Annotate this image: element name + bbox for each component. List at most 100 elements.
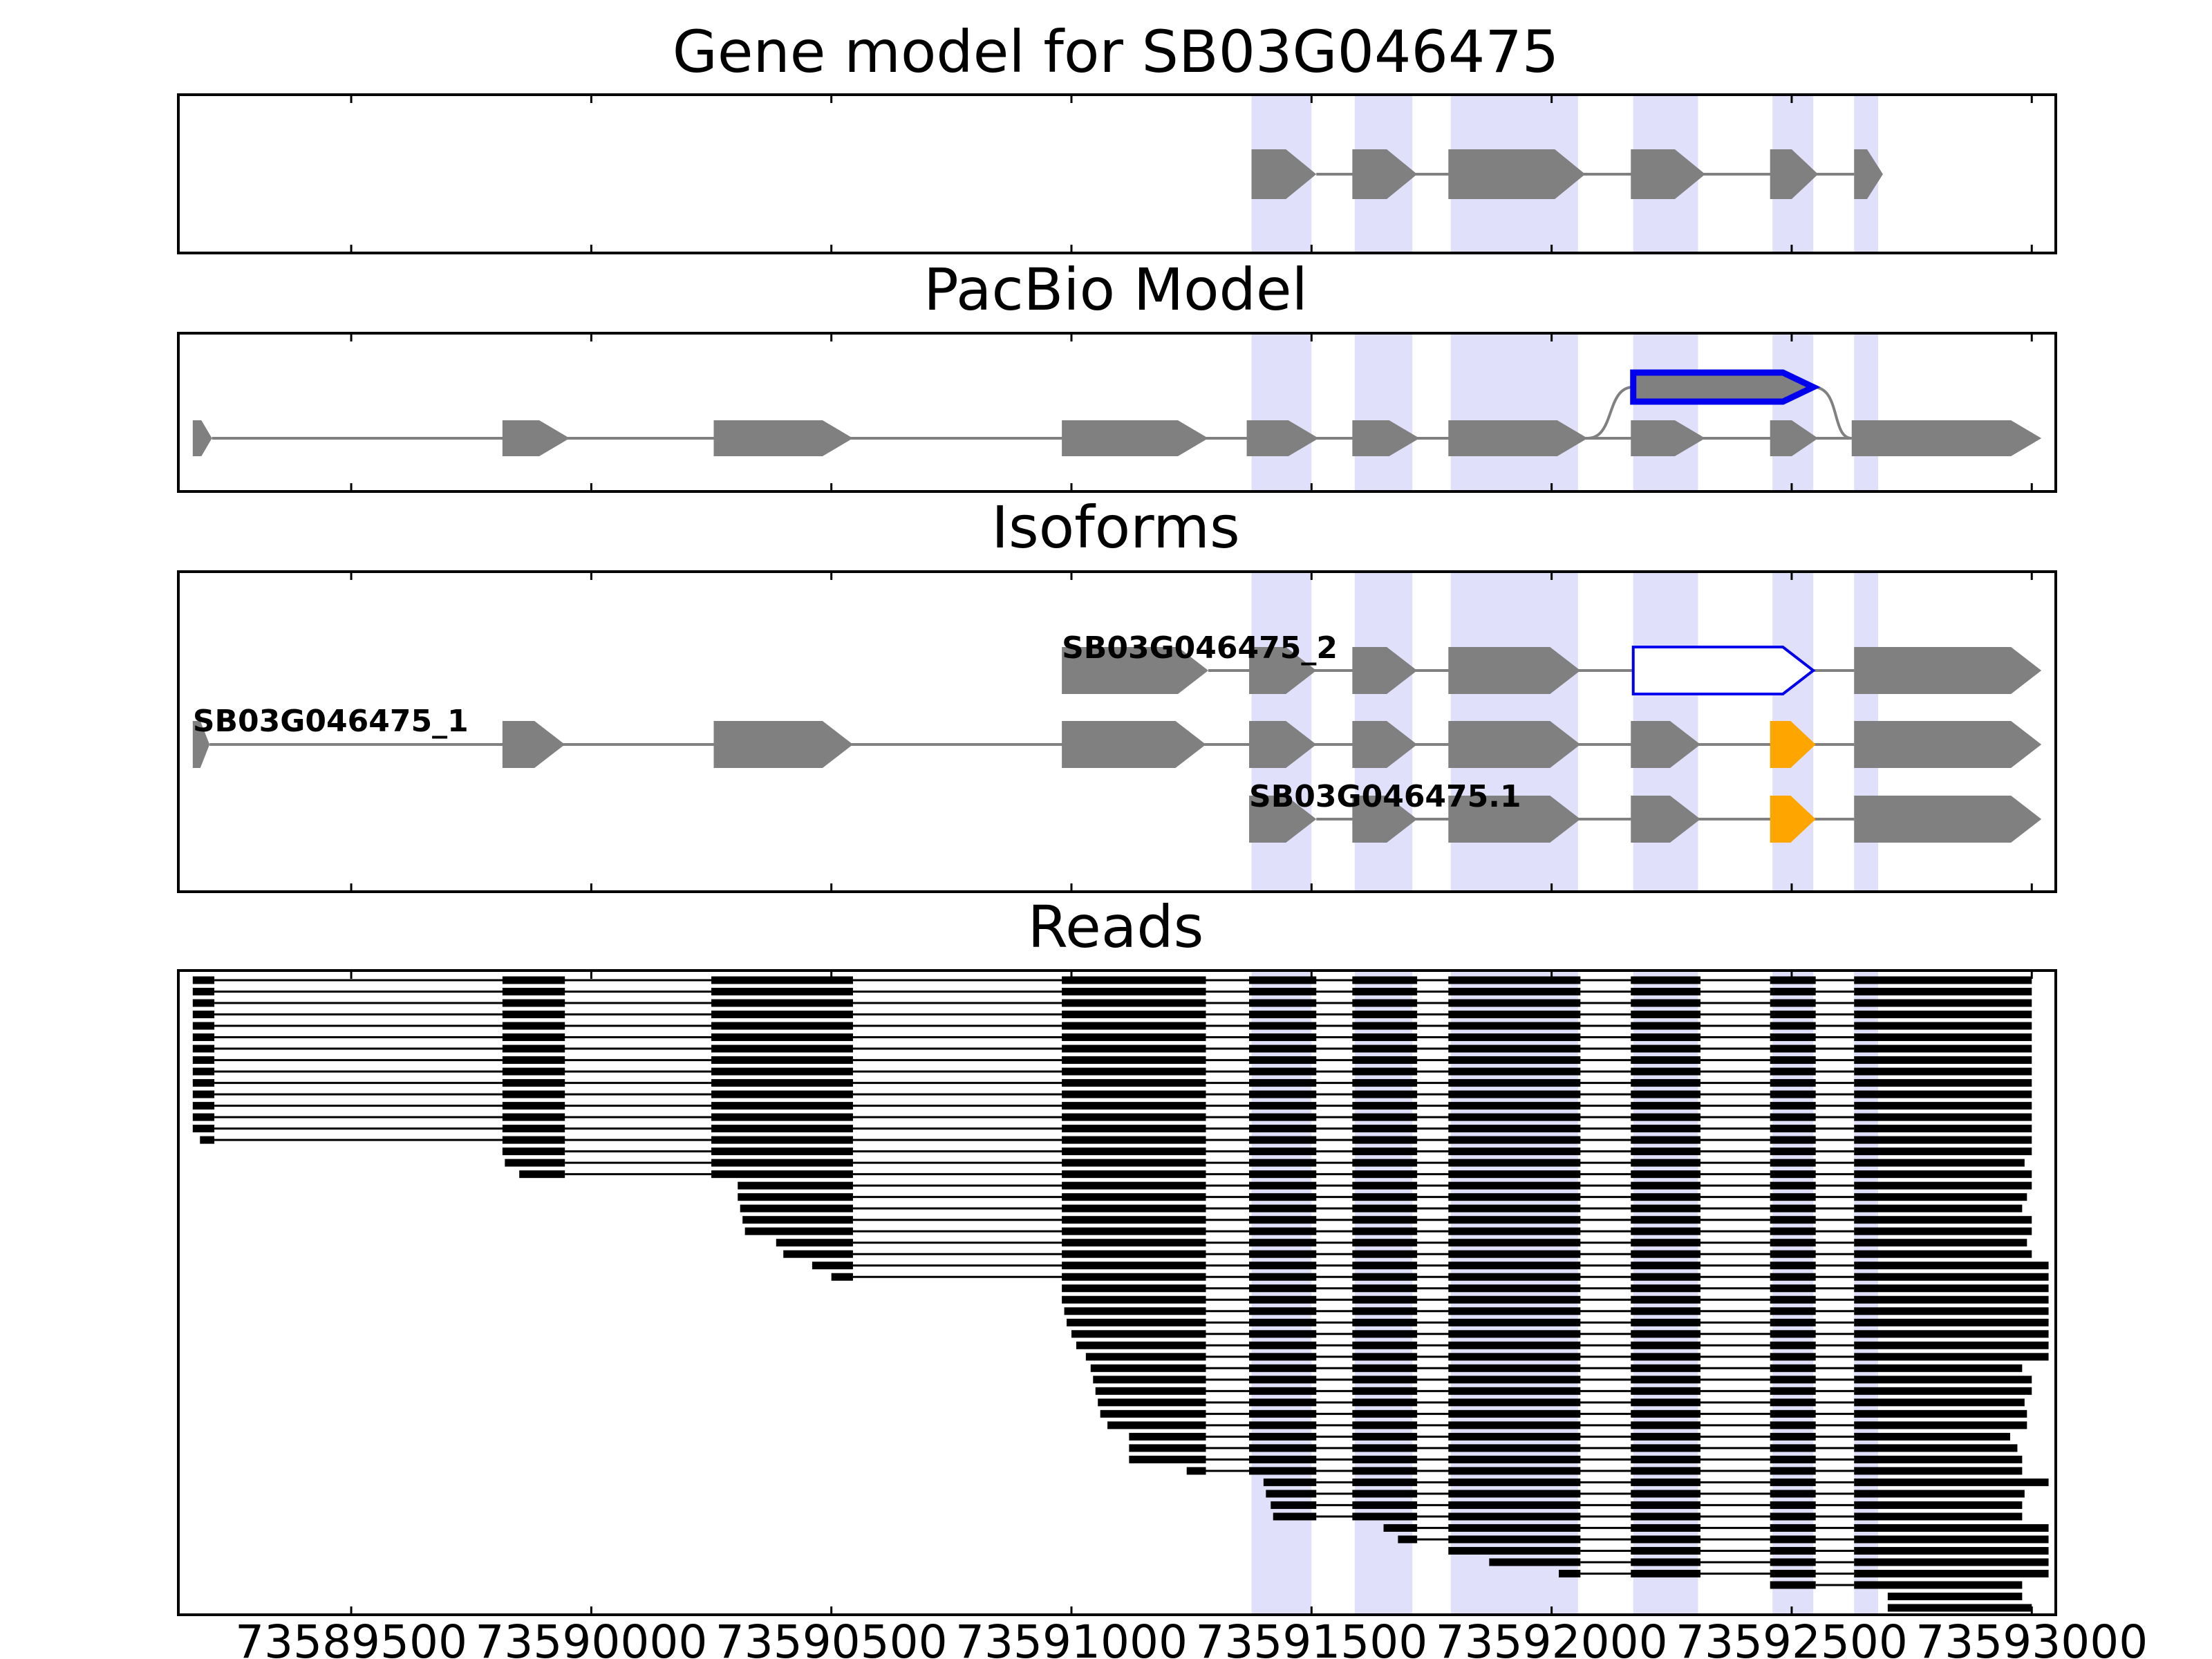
read-exon [1448,1227,1581,1235]
read-exon [1062,1147,1206,1156]
exon [1062,420,1208,456]
read-exon [1854,1136,2032,1144]
x-tick-label: 73589500 [235,1615,467,1659]
read-exon [1249,1011,1317,1019]
gene-model-title: Gene model for SB03G046475 [673,18,1559,86]
read-exon [1448,1022,1581,1030]
read-exon [1770,1250,1816,1258]
exon [1249,647,1317,694]
read-exon [1062,1193,1206,1201]
exon [1249,796,1317,843]
read-exon [192,1102,215,1110]
panel-frame [177,332,2057,493]
read-exon [1249,1204,1317,1212]
read-exon [1249,1216,1317,1224]
read-exon [1352,1467,1418,1475]
read-exon [1062,1102,1206,1110]
read-exon [1085,1353,1206,1361]
read-exon [1249,1170,1317,1179]
read-exon [1448,1512,1581,1521]
pacbio-model-panel [177,332,2057,493]
read-exon [1249,1227,1317,1235]
read-exon [1352,1193,1418,1201]
read-exon [1854,1444,2018,1452]
exon [1352,647,1418,694]
read-exon [1352,1295,1418,1304]
read-exon [1631,1535,1700,1544]
read-exon [812,1262,853,1270]
read-exon [1854,1524,2049,1532]
x-tick-label: 73590500 [715,1615,948,1659]
read-exon [1062,1090,1206,1098]
read-exon [1770,1569,1816,1577]
read-exon [1854,1490,2025,1498]
read-exon [192,999,215,1007]
read-exon [1352,1011,1418,1019]
read-exon [1770,1159,1816,1167]
read-exon [1854,1569,2049,1577]
exon [1352,149,1418,199]
read-exon [1631,988,1700,996]
read-exon [1062,1262,1206,1270]
read-exon [1352,1102,1418,1110]
read-exon [1352,1398,1418,1407]
read-exon [1489,1558,1581,1566]
read-exon [1352,1318,1418,1327]
read-exon [1448,1216,1581,1224]
isoform-orange-exon [1770,796,1816,843]
read-exon [1631,1501,1700,1509]
read-exon [502,1011,565,1019]
read-exon [1249,1136,1317,1144]
read-exon [1770,1239,1816,1247]
read-exon [1770,1581,1816,1589]
read-exon [200,1136,215,1144]
read-exon [1631,1421,1700,1430]
read-exon [192,988,215,996]
splice-arc [1587,386,1633,440]
read-exon [711,1067,853,1076]
read-exon [1448,1444,1581,1452]
read-exon [1352,1056,1418,1065]
read-exon [1770,1376,1816,1384]
read-exon [1249,1181,1317,1190]
read-exon [1854,1033,2032,1042]
read-exon [1631,1079,1700,1087]
read-exon [1352,988,1418,996]
read-exon [1770,1079,1816,1087]
exon [1062,647,1208,694]
read-exon [502,976,565,984]
exon [1770,420,1819,456]
read-exon [1448,1239,1581,1247]
read-exon [1249,1364,1317,1372]
read-exon [711,1125,853,1133]
read-exon [1770,1204,1816,1212]
read-exon [711,1136,853,1144]
read-exon [1631,1398,1700,1407]
read-exon [1249,1432,1317,1441]
read-exon [1770,1102,1816,1110]
read-exon [711,988,853,996]
read-exon [1352,1136,1418,1144]
read-exon [1448,1295,1581,1304]
read-exon [1631,999,1700,1007]
read-exon [1854,1353,2049,1361]
read-exon [1062,1079,1206,1087]
exon [1352,420,1420,456]
read-exon [1352,1432,1418,1441]
read-exon [1098,1398,1206,1407]
read-exon [1448,1524,1581,1532]
read-exon [1770,1262,1816,1270]
reads-panel [177,969,2057,1616]
read-exon [1631,1204,1700,1212]
read-exon [1249,1467,1317,1475]
read-exon [1854,1262,2049,1270]
read-exon [1352,1216,1418,1224]
read-exon [192,976,215,984]
read-exon [1631,1125,1700,1133]
exon [1352,721,1418,768]
read-exon [1770,1227,1816,1235]
read-exon [776,1239,853,1247]
read-exon [1263,1478,1317,1486]
read-exon [1249,1295,1317,1304]
read-exon [1770,1524,1816,1532]
